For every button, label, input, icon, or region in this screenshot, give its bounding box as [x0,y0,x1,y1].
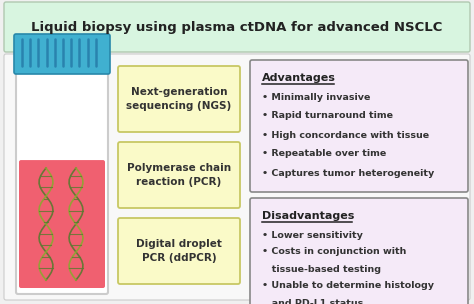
FancyBboxPatch shape [4,54,470,300]
FancyBboxPatch shape [118,218,240,284]
FancyBboxPatch shape [14,34,110,74]
FancyBboxPatch shape [250,60,468,192]
FancyBboxPatch shape [4,2,470,52]
Text: Digital droplet
PCR (ddPCR): Digital droplet PCR (ddPCR) [136,240,222,263]
FancyBboxPatch shape [250,198,468,304]
FancyBboxPatch shape [16,66,108,294]
Text: Liquid biopsy using plasma ctDNA for advanced NSCLC: Liquid biopsy using plasma ctDNA for adv… [31,20,443,33]
Text: tissue-based testing: tissue-based testing [262,264,381,274]
FancyBboxPatch shape [118,142,240,208]
Text: • High concordance with tissue: • High concordance with tissue [262,130,429,140]
Text: Advantages: Advantages [262,73,336,83]
Text: • Rapid turnaround time: • Rapid turnaround time [262,112,393,120]
Text: Polymerase chain
reaction (PCR): Polymerase chain reaction (PCR) [127,164,231,187]
FancyBboxPatch shape [118,66,240,132]
Text: Next-generation
sequencing (NGS): Next-generation sequencing (NGS) [127,88,232,111]
Text: • Costs in conjunction with: • Costs in conjunction with [262,247,406,257]
Text: • Unable to determine histology: • Unable to determine histology [262,282,434,291]
Text: • Captures tumor heterogeneity: • Captures tumor heterogeneity [262,168,434,178]
Text: • Minimally invasive: • Minimally invasive [262,92,370,102]
FancyBboxPatch shape [19,160,105,288]
Text: Disadvantages: Disadvantages [262,211,355,221]
Text: • Repeatable over time: • Repeatable over time [262,150,386,158]
Text: • Lower sensitivity: • Lower sensitivity [262,230,363,240]
Text: and PD-L1 status: and PD-L1 status [262,299,363,304]
